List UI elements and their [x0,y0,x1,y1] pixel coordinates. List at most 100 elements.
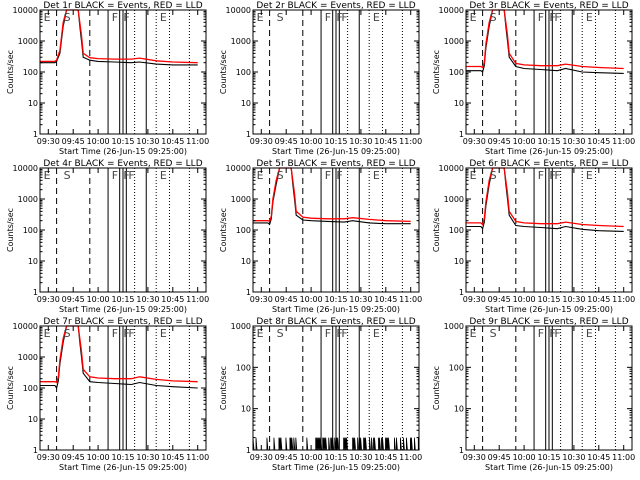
y-tick-label: 10000 [439,6,464,15]
x-tick-label: 10:30 [562,295,585,304]
y-tick-label: 10000 [226,6,251,15]
flag-F: F [336,327,342,340]
x-tick-label: 10:15 [111,453,134,462]
x-tick-label: 09:30 [37,453,60,462]
y-axis-label: Counts/sec [6,208,15,252]
flag-F: F [336,11,342,24]
flag-F: F [538,327,544,340]
x-tick-label: 10:00 [513,453,536,462]
flag-F: F [554,11,560,24]
flag-S: S [277,169,284,182]
y-tick-label: 1 [33,288,38,297]
flag-F: F [325,169,331,182]
y-axis-label: Counts/sec [432,50,441,94]
flag-E: E [373,169,380,182]
x-tick-label: 10:30 [136,295,159,304]
y-axis-label: Counts/sec [219,50,228,94]
x-tick-label: 09:30 [250,295,273,304]
x-tick-label: 11:00 [399,295,422,304]
x-tick-label: 09:45 [488,295,511,304]
y-axis-label: Counts/sec [6,50,15,94]
flag-F: F [123,169,129,182]
y-tick-label: 1000 [444,322,464,331]
flag-E: E [470,327,477,340]
series-lld [40,9,198,64]
panel-title: Det 3r BLACK = Events, RED = LLD [469,1,628,11]
y-tick-label: 100 [23,68,38,77]
y-tick-label: 100 [236,363,251,372]
flag-S: S [277,327,284,340]
x-tick-label: 10:30 [562,137,585,146]
x-tick-label: 09:30 [250,137,273,146]
y-tick-label: 1 [246,130,251,139]
x-tick-label: 09:45 [62,137,85,146]
x-tick-label: 10:45 [374,137,397,146]
flag-F: F [538,11,544,24]
flag-E: E [44,169,51,182]
flag-S: S [490,169,497,182]
y-axis-label: Counts/sec [432,208,441,252]
flag-S: S [490,327,497,340]
x-tick-label: 10:45 [161,453,184,462]
x-axis-label: Start Time (26-Jun-15 09:25:00) [272,147,400,156]
x-axis-label: Start Time (26-Jun-15 09:25:00) [59,305,187,314]
flag-E: E [160,327,167,340]
x-tick-label: 09:45 [275,137,298,146]
x-tick-label: 10:45 [374,295,397,304]
x-tick-label: 10:00 [513,295,536,304]
flag-E: E [470,11,477,24]
flag-F: F [123,327,129,340]
y-tick-label: 1 [33,130,38,139]
x-tick-label: 10:45 [587,137,610,146]
x-tick-label: 11:00 [399,453,422,462]
flag-F: F [549,169,555,182]
x-tick-label: 09:30 [37,137,60,146]
y-axis-label: Counts/sec [219,366,228,410]
flag-E: E [160,11,167,24]
panel-title: Det 7r BLACK = Events, RED = LLD [43,317,202,327]
y-tick-label: 1000 [18,195,38,204]
x-tick-label: 10:15 [324,137,347,146]
flag-E: E [160,169,167,182]
flag-F: F [128,327,134,340]
flag-F: F [128,169,134,182]
x-tick-label: 10:30 [562,453,585,462]
x-tick-label: 11:00 [612,453,635,462]
flag-F: F [554,327,560,340]
y-tick-label: 10 [28,415,38,424]
x-tick-label: 11:00 [186,295,209,304]
y-tick-label: 1000 [18,37,38,46]
flag-F: F [112,11,118,24]
y-tick-label: 10000 [13,322,38,331]
y-tick-label: 10 [454,257,464,266]
flag-E: E [586,169,593,182]
y-tick-label: 1000 [231,322,251,331]
x-tick-label: 11:00 [186,453,209,462]
x-axis-label: Start Time (26-Jun-15 09:25:00) [272,463,400,472]
flag-F: F [336,169,342,182]
x-tick-label: 10:30 [136,453,159,462]
x-tick-label: 11:00 [612,295,635,304]
y-tick-label: 1 [246,446,251,455]
x-tick-label: 10:15 [324,453,347,462]
y-tick-label: 1 [459,288,464,297]
series-lld [253,167,411,223]
flag-F: F [123,11,129,24]
x-tick-label: 09:30 [463,137,486,146]
x-tick-label: 10:45 [587,295,610,304]
x-tick-label: 10:30 [349,137,372,146]
flag-F: F [325,327,331,340]
flag-F: F [549,327,555,340]
y-tick-label: 10 [241,257,251,266]
x-axis-label: Start Time (26-Jun-15 09:25:00) [59,463,187,472]
y-tick-label: 10000 [13,164,38,173]
y-tick-label: 1 [459,130,464,139]
y-tick-label: 10 [28,99,38,108]
flag-S: S [64,327,71,340]
